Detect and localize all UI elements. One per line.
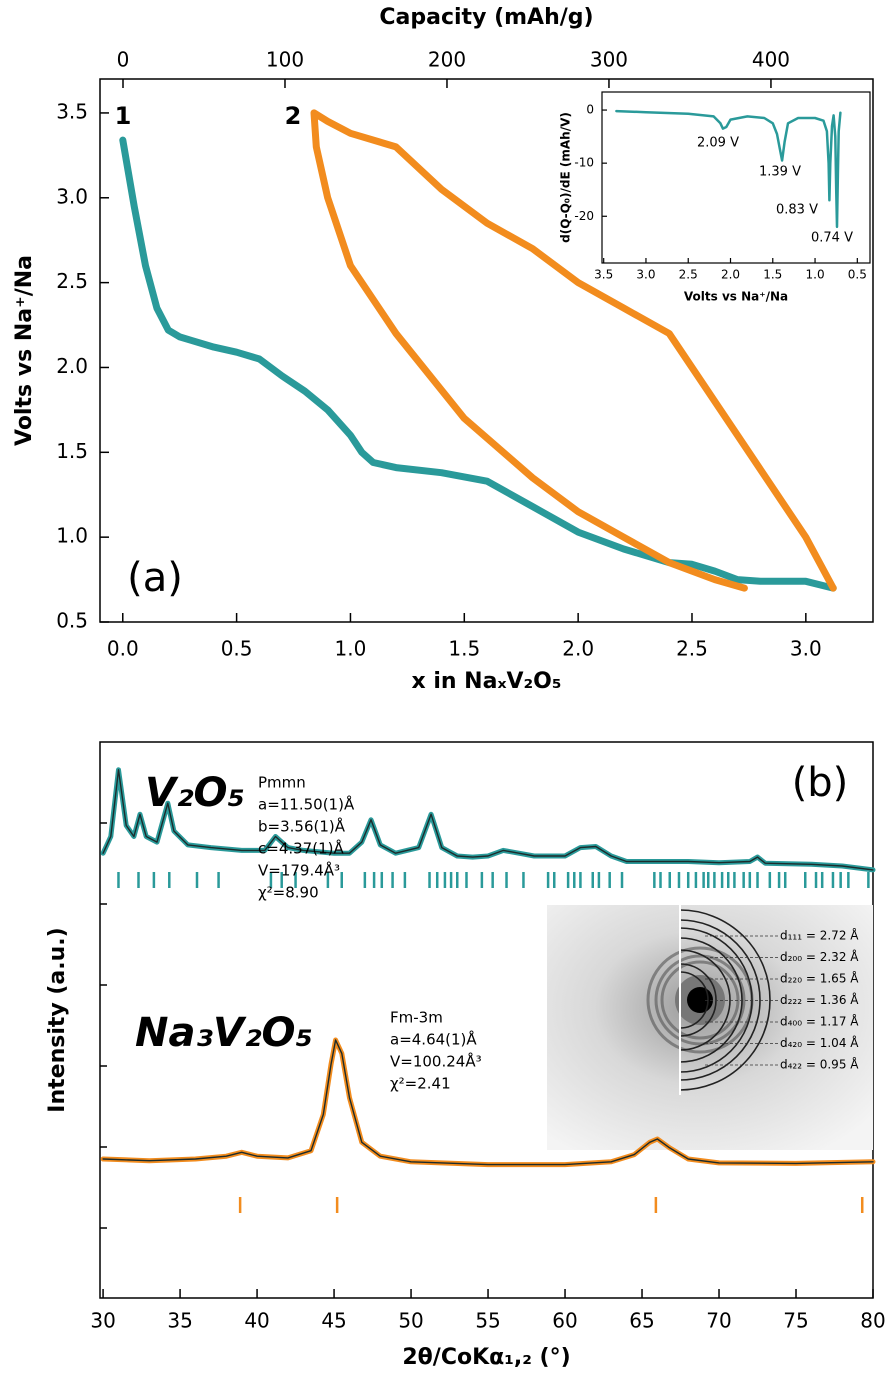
x-tick-label: 1.5	[448, 637, 480, 661]
d-spacing-label: d₄₂₀ = 1.04 Å	[780, 1035, 859, 1050]
beam-center	[687, 987, 713, 1013]
x-tick-label: 35	[167, 1309, 192, 1333]
x-tick-label: 2.5	[676, 637, 708, 661]
saed-inset: d₁₁₁ = 2.72 Å d₂₀₀ = 2.32 Å d₂₂₀ = 1.65 Å d…	[547, 905, 873, 1150]
ring-arc	[679, 971, 709, 1029]
x-tick-label: 45	[321, 1309, 346, 1333]
ring-arc	[679, 909, 771, 1091]
peak-annotation: 1.39 V	[759, 165, 801, 180]
y-tick-label: 0	[586, 103, 594, 117]
series-line	[615, 109, 842, 229]
x-tick-label: 40	[244, 1309, 269, 1333]
x-tick-label: 2.5	[679, 268, 698, 282]
x2-tick-label: 0	[117, 48, 130, 72]
y-axis-label: d(Q-Q₀)/dE (mAh/V)	[559, 112, 573, 243]
series-line	[119, 136, 837, 592]
x-tick-label: 1.5	[763, 268, 782, 282]
d-spacing-label: d₄₀₀ = 1.17 Å	[780, 1014, 859, 1029]
ring-arc	[679, 919, 761, 1081]
x-tick-label: 65	[629, 1309, 654, 1333]
x-tick-label: 70	[706, 1309, 731, 1333]
x-tick-label: 1.0	[806, 268, 825, 282]
y-axis-label: Volts vs Na⁺/Na	[12, 255, 37, 446]
d-spacing-label: d₁₁₁ = 2.72 Å	[780, 928, 859, 943]
x-tick-label: 3.0	[790, 637, 822, 661]
fit-line	[102, 769, 874, 871]
panel-label: (a)	[127, 555, 183, 601]
x-axis-label: x in NaₓV₂O₅	[411, 669, 561, 694]
x-tick-label: 60	[552, 1309, 577, 1333]
peak-annotation: 0.83 V	[776, 203, 818, 218]
structure-annotation: b=3.56(1)Å	[258, 817, 346, 836]
structure-annotation: χ²=2.41	[390, 1075, 451, 1093]
x2-tick-label: 100	[266, 48, 304, 72]
y-tick-label: -10	[574, 156, 594, 170]
x2-tick-label: 200	[428, 48, 466, 72]
peak-annotation: 2.09 V	[697, 136, 739, 151]
diffraction-ring	[654, 954, 746, 1046]
x-tick-label: 55	[475, 1309, 500, 1333]
x-tick-label: 2.0	[721, 268, 740, 282]
x2-tick-label: 400	[752, 48, 790, 72]
y-tick-label: 2.5	[56, 269, 88, 293]
structure-annotation: a=4.64(1)Å	[390, 1030, 477, 1049]
ring-arc	[679, 963, 717, 1037]
x-tick-label: 0.5	[221, 637, 253, 661]
ring-arc	[679, 937, 743, 1063]
x2-tick-label: 300	[590, 48, 628, 72]
ring-arc	[679, 949, 731, 1051]
series-label: 2	[285, 102, 302, 130]
x-tick-label: 3.0	[636, 268, 655, 282]
x-axis-label: 2θ/CoKα₁,₂ (°)	[402, 1345, 570, 1370]
x-tick-label: 3.5	[594, 268, 613, 282]
x-axis-label: Volts vs Na⁺/Na	[684, 290, 788, 304]
y-tick-label: -20	[574, 209, 594, 223]
series-label: 1	[115, 102, 132, 130]
fit-line	[102, 1039, 874, 1166]
x-tick-label: 1.0	[335, 637, 367, 661]
y-tick-label: 3.0	[56, 184, 88, 208]
y-tick-label: 3.5	[56, 99, 88, 123]
series-line	[310, 109, 837, 592]
y-axis-label: Intensity (a.u.)	[45, 927, 70, 1112]
x-tick-label: 50	[398, 1309, 423, 1333]
structure-annotation: Fm-3m	[390, 1009, 443, 1027]
x-tick-label: 30	[90, 1309, 115, 1333]
d-spacing-label: d₂₂₂ = 1.36 Å	[780, 992, 859, 1007]
x-tick-label: 75	[783, 1309, 808, 1333]
ring-arc	[679, 927, 753, 1073]
phase-label: V₂O₅	[145, 770, 245, 816]
structure-annotation: V=179.4Å³	[258, 861, 340, 880]
structure-annotation: χ²=8.90	[258, 884, 319, 902]
y-tick-label: 1.0	[56, 524, 88, 548]
phase-label: Na₃V₂O₅	[135, 1010, 313, 1056]
d-spacing-label: d₂₂₀ = 1.65 Å	[780, 971, 859, 986]
x-tick-label: 0.0	[107, 637, 139, 661]
y-tick-label: 0.5	[56, 609, 88, 633]
structure-annotation: c=4.37(1)Å	[258, 839, 344, 858]
x-tick-label: 80	[860, 1309, 885, 1333]
x-tick-label: 0.5	[848, 268, 867, 282]
structure-annotation: a=11.50(1)Å	[258, 795, 355, 814]
plot-frame	[601, 91, 871, 264]
d-spacing-label: d₄₂₂ = 0.95 Å	[780, 1057, 859, 1072]
panel-label: (b)	[792, 760, 849, 806]
peak-annotation: 0.74 V	[811, 231, 853, 246]
diffraction-ring	[660, 960, 740, 1040]
structure-annotation: V=100.24Å³	[390, 1052, 482, 1071]
structure-annotation: Pmmn	[258, 774, 306, 792]
y-tick-label: 2.0	[56, 354, 88, 378]
x2-axis-label: Capacity (mAh/g)	[379, 5, 593, 30]
x-tick-label: 2.0	[562, 637, 594, 661]
y-tick-label: 1.5	[56, 439, 88, 463]
d-spacing-label: d₂₀₀ = 2.32 Å	[780, 949, 859, 964]
